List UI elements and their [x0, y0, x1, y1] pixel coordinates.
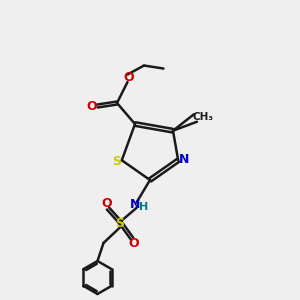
- Text: O: O: [124, 71, 134, 84]
- Text: CH₃: CH₃: [193, 112, 214, 122]
- Text: O: O: [128, 237, 139, 250]
- Text: N: N: [178, 153, 189, 166]
- Text: H: H: [139, 202, 148, 212]
- Text: O: O: [87, 100, 98, 112]
- Text: S: S: [112, 155, 121, 168]
- Text: O: O: [101, 196, 112, 210]
- Text: S: S: [116, 217, 124, 230]
- Text: N: N: [130, 198, 140, 212]
